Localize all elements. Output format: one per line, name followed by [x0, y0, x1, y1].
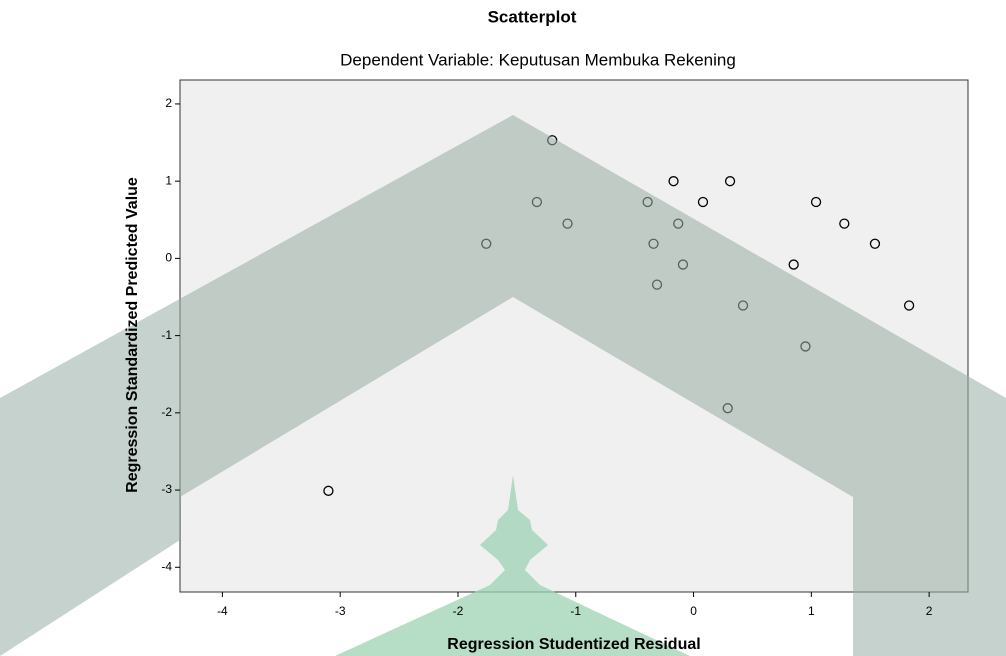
- chart-title: Scatterplot: [488, 7, 577, 26]
- x-tick-label: -3: [335, 604, 346, 618]
- y-tick-label: 0: [165, 251, 172, 265]
- chart-subtitle: Dependent Variable: Keputusan Membuka Re…: [340, 50, 736, 69]
- x-tick-label: -2: [453, 604, 464, 618]
- x-axis-label: Regression Studentized Residual: [447, 636, 700, 653]
- y-tick-label: -2: [161, 405, 172, 419]
- y-tick-label: 1: [165, 173, 172, 187]
- x-tick-label: -4: [217, 604, 228, 618]
- y-tick-label: -3: [161, 482, 172, 496]
- y-tick-label: 2: [165, 96, 172, 110]
- x-tick-label: 0: [690, 604, 697, 618]
- chart: -4 -3 -2 -1 0 1 2 -4 -3 -2 -1 0 1 2 Scatterplot Depen…: [0, 0, 1006, 656]
- y-tick-label: -1: [161, 328, 172, 342]
- y-axis-label: Regression Standardized Predicted Value: [124, 177, 141, 493]
- x-tick-label: 2: [926, 604, 933, 618]
- x-tick-label: 1: [808, 604, 815, 618]
- y-tick-label: -4: [161, 559, 172, 573]
- x-tick-label: -1: [570, 604, 581, 618]
